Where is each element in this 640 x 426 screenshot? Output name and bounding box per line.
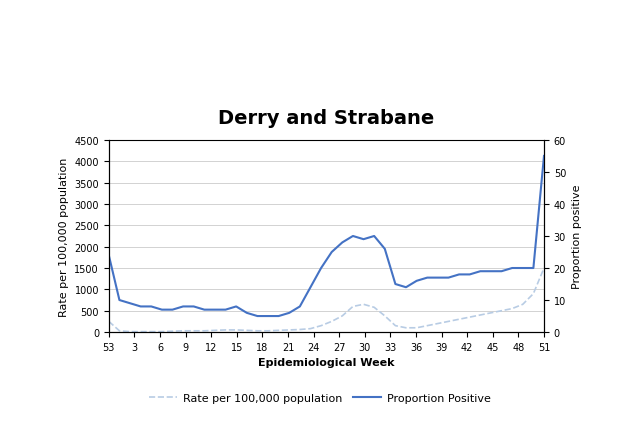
Proportion Positive: [360, 237, 367, 242]
Rate per 100,000 population: [105, 319, 113, 324]
Proportion Positive: [402, 285, 410, 290]
Rate per 100,000 population: [455, 317, 463, 322]
Proportion Positive: [264, 314, 272, 319]
Rate per 100,000 population: [339, 314, 346, 319]
Rate per 100,000 population: [221, 328, 229, 333]
Proportion Positive: [434, 275, 442, 280]
Proportion Positive: [253, 314, 261, 319]
Proportion Positive: [232, 304, 240, 309]
Proportion Positive: [392, 282, 399, 287]
Proportion Positive: [169, 308, 177, 313]
Proportion Positive: [190, 304, 198, 309]
Line: Rate per 100,000 population: Rate per 100,000 population: [109, 268, 544, 332]
Rate per 100,000 population: [487, 311, 495, 316]
Proportion Positive: [529, 266, 537, 271]
Rate per 100,000 population: [498, 308, 506, 314]
Rate per 100,000 population: [508, 306, 516, 311]
Proportion Positive: [221, 308, 229, 313]
Rate per 100,000 population: [169, 329, 177, 334]
Rate per 100,000 population: [519, 302, 527, 307]
Y-axis label: Proportion positive: Proportion positive: [572, 184, 582, 288]
Rate per 100,000 population: [147, 329, 155, 334]
Proportion Positive: [424, 275, 431, 280]
Rate per 100,000 population: [540, 266, 548, 271]
Proportion Positive: [540, 154, 548, 159]
Proportion Positive: [317, 266, 325, 271]
Proportion Positive: [413, 279, 420, 284]
Proportion Positive: [381, 247, 388, 252]
Proportion Positive: [243, 311, 251, 316]
Rate per 100,000 population: [466, 315, 474, 320]
Line: Proportion Positive: Proportion Positive: [109, 156, 544, 316]
Legend: Rate per 100,000 population, Proportion Positive: Rate per 100,000 population, Proportion …: [145, 389, 495, 408]
Rate per 100,000 population: [476, 313, 484, 318]
Proportion Positive: [285, 311, 293, 316]
Proportion Positive: [275, 314, 282, 319]
Rate per 100,000 population: [285, 328, 293, 333]
Rate per 100,000 population: [126, 329, 134, 334]
Rate per 100,000 population: [371, 305, 378, 310]
Rate per 100,000 population: [349, 304, 356, 309]
Proportion Positive: [371, 234, 378, 239]
Rate per 100,000 population: [413, 325, 420, 331]
Proportion Positive: [147, 304, 155, 309]
Rate per 100,000 population: [445, 319, 452, 324]
Title: Derry and Strabane: Derry and Strabane: [218, 109, 435, 128]
Proportion Positive: [126, 301, 134, 306]
Rate per 100,000 population: [424, 323, 431, 328]
X-axis label: Epidemiological Week: Epidemiological Week: [258, 357, 395, 368]
Rate per 100,000 population: [328, 319, 335, 324]
Proportion Positive: [137, 304, 145, 309]
Rate per 100,000 population: [179, 328, 187, 334]
Proportion Positive: [445, 275, 452, 280]
Rate per 100,000 population: [360, 302, 367, 307]
Proportion Positive: [455, 272, 463, 277]
Proportion Positive: [211, 308, 219, 313]
Proportion Positive: [200, 308, 208, 313]
Proportion Positive: [519, 266, 527, 271]
Proportion Positive: [179, 304, 187, 309]
Proportion Positive: [476, 269, 484, 274]
Y-axis label: Rate per 100,000 population: Rate per 100,000 population: [59, 157, 68, 316]
Proportion Positive: [105, 253, 113, 258]
Proportion Positive: [508, 266, 516, 271]
Proportion Positive: [307, 285, 314, 290]
Rate per 100,000 population: [200, 328, 208, 334]
Proportion Positive: [296, 304, 304, 309]
Rate per 100,000 population: [529, 291, 537, 296]
Rate per 100,000 population: [253, 328, 261, 334]
Rate per 100,000 population: [158, 329, 166, 334]
Rate per 100,000 population: [232, 328, 240, 333]
Proportion Positive: [487, 269, 495, 274]
Rate per 100,000 population: [137, 329, 145, 334]
Proportion Positive: [466, 272, 474, 277]
Rate per 100,000 population: [211, 328, 219, 333]
Rate per 100,000 population: [307, 326, 314, 331]
Rate per 100,000 population: [402, 325, 410, 331]
Proportion Positive: [116, 298, 124, 303]
Rate per 100,000 population: [317, 323, 325, 328]
Proportion Positive: [158, 308, 166, 313]
Rate per 100,000 population: [116, 328, 124, 334]
Proportion Positive: [498, 269, 506, 274]
Proportion Positive: [349, 234, 356, 239]
Proportion Positive: [339, 240, 346, 245]
Rate per 100,000 population: [243, 328, 251, 333]
Rate per 100,000 population: [190, 328, 198, 334]
Proportion Positive: [328, 250, 335, 255]
Rate per 100,000 population: [275, 328, 282, 333]
Rate per 100,000 population: [392, 323, 399, 328]
Rate per 100,000 population: [296, 327, 304, 332]
Rate per 100,000 population: [434, 321, 442, 326]
Rate per 100,000 population: [381, 314, 388, 319]
Rate per 100,000 population: [264, 328, 272, 334]
